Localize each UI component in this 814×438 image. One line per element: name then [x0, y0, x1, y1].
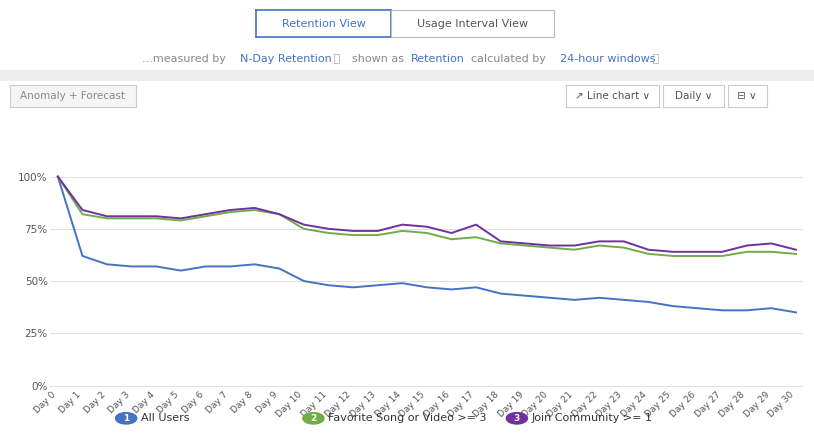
Text: All Users: All Users [141, 413, 190, 423]
Text: ⓘ: ⓘ [649, 54, 659, 64]
Text: 3: 3 [514, 414, 520, 423]
Text: Anomaly + Forecast: Anomaly + Forecast [20, 91, 125, 101]
Text: ...measured by: ...measured by [142, 54, 230, 64]
Text: ⓘ: ⓘ [330, 54, 344, 64]
Text: Retention: Retention [411, 54, 465, 64]
Text: N-Day Retention: N-Day Retention [240, 54, 332, 64]
Text: Favorite Song or Video >= 3: Favorite Song or Video >= 3 [328, 413, 487, 423]
Text: calculated by: calculated by [464, 54, 549, 64]
Text: 24-hour windows: 24-hour windows [560, 54, 655, 64]
Text: ⊟ ∨: ⊟ ∨ [737, 91, 757, 101]
Text: shown as: shown as [352, 54, 407, 64]
Text: ↗ Line chart ∨: ↗ Line chart ∨ [575, 91, 650, 101]
Text: Usage Interval View: Usage Interval View [417, 19, 527, 28]
Text: 2: 2 [310, 414, 317, 423]
Text: Join Community >= 1: Join Community >= 1 [532, 413, 653, 423]
Text: Daily ∨: Daily ∨ [676, 91, 712, 101]
Text: 1: 1 [123, 414, 129, 423]
Text: Retention View: Retention View [282, 19, 365, 28]
